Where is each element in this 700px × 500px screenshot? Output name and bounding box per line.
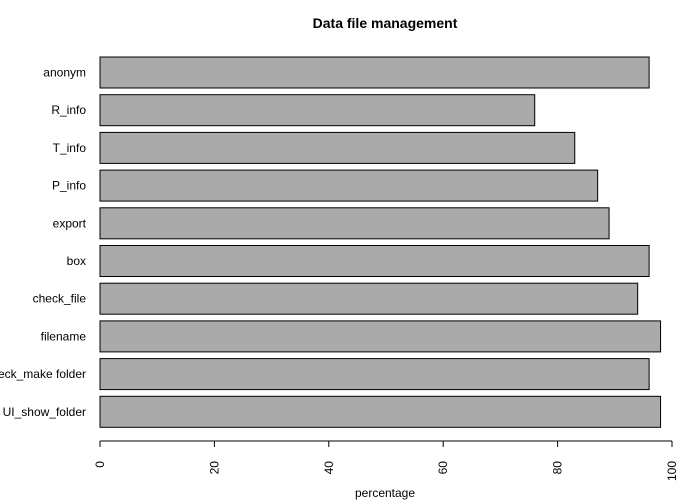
category-label: UI_show_folder — [3, 405, 86, 419]
x-tick-label: 60 — [436, 461, 450, 475]
bar — [99, 131, 576, 164]
category-label: R_info — [51, 103, 86, 117]
x-axis-title: percentage — [355, 486, 415, 500]
chart-title: Data file management — [313, 15, 458, 31]
bar — [99, 169, 599, 202]
bar — [99, 395, 662, 428]
x-axis: 0 20 40 60 80 100 — [93, 440, 679, 481]
category-label: check_file — [33, 292, 87, 306]
category-label: T_info — [53, 141, 87, 155]
category-label: filename — [41, 329, 87, 343]
category-label: box — [67, 254, 86, 268]
x-tick-label: 80 — [551, 461, 565, 475]
category-label: export — [53, 216, 87, 230]
bar — [99, 207, 610, 240]
bar — [99, 94, 536, 127]
x-tick-label: 100 — [665, 461, 679, 481]
x-tick-label: 40 — [322, 461, 336, 475]
x-tick-label: 0 — [93, 461, 107, 468]
bar — [99, 320, 662, 353]
x-tick-label: 20 — [207, 461, 221, 475]
category-label: P_info — [52, 179, 86, 193]
bar — [99, 245, 650, 277]
bars-group — [99, 56, 662, 428]
bar — [99, 282, 639, 315]
bar — [99, 358, 650, 391]
category-label: check_make folder — [0, 367, 86, 381]
category-label: anonym — [43, 66, 86, 80]
bar — [99, 56, 650, 89]
